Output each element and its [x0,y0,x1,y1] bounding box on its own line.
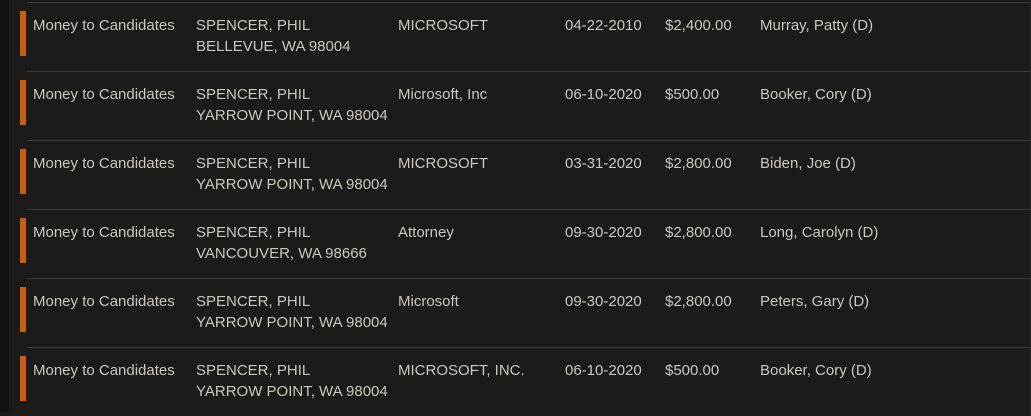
contributor-cell: SPENCER, PHIL YARROW POINT, WA 98004 [196,360,398,416]
candidate-cell: Peters, Gary (D) [760,293,870,310]
table-row[interactable]: Money to Candidates SPENCER, PHIL YARROW… [20,140,1030,209]
contributor-name: SPENCER, PHIL [196,362,311,379]
date-cell: 09-30-2020 [565,293,642,310]
row-accent-bar [20,11,26,56]
amount-cell: $2,800.00 [665,155,732,172]
amount-cell: $2,400.00 [665,17,732,34]
contributor-cell: SPENCER, PHIL YARROW POINT, WA 98004 [196,84,398,140]
transaction-type-label: Money to Candidates [33,362,175,379]
contributor-address: BELLEVUE, WA 98004 [196,38,351,55]
row-accent-bar [20,80,26,125]
amount-cell: $500.00 [665,362,720,379]
contributor-name: SPENCER, PHIL [196,17,311,34]
row-accent-bar [20,149,26,194]
candidate-cell: Long, Carolyn (D) [760,224,879,241]
candidate-cell: Booker, Cory (D) [760,362,872,379]
table-row[interactable]: Money to Candidates SPENCER, PHIL YARROW… [20,347,1030,416]
row-accent-bar [20,287,26,332]
contributor-cell: SPENCER, PHIL VANCOUVER, WA 98666 [196,222,398,278]
date-cell: 09-30-2020 [565,224,642,241]
transaction-type-label: Money to Candidates [33,224,175,241]
contributor-cell: SPENCER, PHIL YARROW POINT, WA 98004 [196,291,398,347]
employer-cell: MICROSOFT [398,155,488,172]
contributor-cell: SPENCER, PHIL YARROW POINT, WA 98004 [196,153,398,209]
row-accent-bar [20,218,26,263]
transaction-type-label: Money to Candidates [33,155,175,172]
contributor-name: SPENCER, PHIL [196,224,311,241]
table-row[interactable]: Money to Candidates SPENCER, PHIL YARROW… [20,71,1030,140]
employer-cell: Microsoft, Inc [398,86,488,103]
amount-cell: $2,800.00 [665,293,732,310]
employer-cell: Attorney [398,224,454,241]
transaction-type-label: Money to Candidates [33,293,175,310]
contributor-name: SPENCER, PHIL [196,86,311,103]
date-cell: 03-31-2020 [565,155,642,172]
amount-cell: $2,800.00 [665,224,732,241]
date-cell: 04-22-2010 [565,17,642,34]
contributor-address: YARROW POINT, WA 98004 [196,176,388,193]
contributor-address: YARROW POINT, WA 98004 [196,383,388,400]
transaction-type-label: Money to Candidates [33,86,175,103]
left-gutter [0,0,9,412]
employer-cell: MICROSOFT [398,17,488,34]
table-row[interactable]: Money to Candidates SPENCER, PHIL YARROW… [20,278,1030,347]
amount-cell: $500.00 [665,86,720,103]
candidate-cell: Booker, Cory (D) [760,86,872,103]
contributor-cell: SPENCER, PHIL BELLEVUE, WA 98004 [196,15,398,71]
table-row[interactable]: Money to Candidates SPENCER, PHIL VANCOU… [20,209,1030,278]
candidate-cell: Murray, Patty (D) [760,17,874,34]
contributor-address: YARROW POINT, WA 98004 [196,314,388,331]
date-cell: 06-10-2020 [565,362,642,379]
table-row[interactable]: Money to Candidates SPENCER, PHIL BELLEV… [20,2,1030,71]
results-table: Money to Candidates SPENCER, PHIL BELLEV… [20,2,1031,416]
date-cell: 06-10-2020 [565,86,642,103]
contributor-name: SPENCER, PHIL [196,155,311,172]
contributor-address: VANCOUVER, WA 98666 [196,245,367,262]
transaction-type-label: Money to Candidates [33,17,175,34]
contributor-name: SPENCER, PHIL [196,293,311,310]
employer-cell: MICROSOFT, INC. [398,362,525,379]
candidate-cell: Biden, Joe (D) [760,155,856,172]
contributor-address: YARROW POINT, WA 98004 [196,107,388,124]
row-accent-bar [20,356,26,401]
employer-cell: Microsoft [398,293,459,310]
